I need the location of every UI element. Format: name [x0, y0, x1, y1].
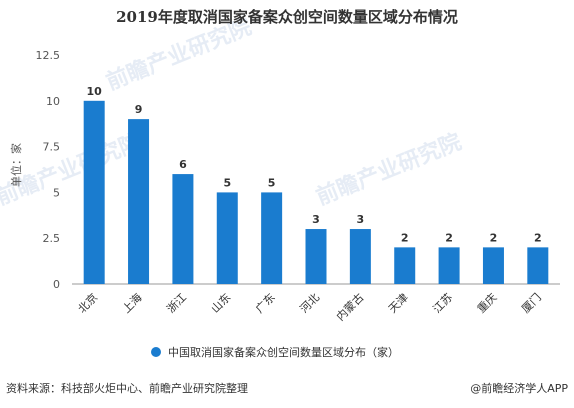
y-axis-ticks: 0 2.5 5 7.5 10 12.5: [36, 49, 61, 291]
bar: [172, 174, 194, 284]
legend-marker: [151, 347, 161, 357]
app-credit: @前瞻经济学人APP: [470, 381, 568, 395]
bar: [349, 229, 371, 284]
bar: [482, 247, 504, 284]
data-label: 2: [534, 231, 542, 244]
bar: [305, 229, 327, 284]
data-label: 2: [401, 231, 409, 244]
x-tick-label: 北京: [75, 290, 100, 315]
bar: [261, 192, 283, 284]
x-tick-label: 内蒙古: [333, 290, 366, 323]
y-tick-label: 5: [53, 186, 60, 199]
legend: 中国取消国家备案众创空间数量区域分布（家）: [151, 345, 399, 359]
y-tick-label: 12.5: [36, 49, 61, 62]
x-axis-ticks: 北京 上海 浙江 山东 广东 河北 内蒙古 天津 江苏 重庆 厦门: [75, 290, 544, 323]
data-label: 5: [268, 176, 276, 189]
watermark-text-2: 前瞻产业研究院: [313, 129, 466, 211]
bar: [394, 247, 416, 284]
x-tick-label: 上海: [119, 290, 144, 315]
y-tick-label: 2.5: [43, 232, 61, 245]
legend-label: 中国取消国家备案众创空间数量区域分布（家）: [168, 345, 399, 359]
data-label: 6: [179, 158, 187, 171]
x-tick-label: 河北: [297, 291, 322, 316]
bar: [527, 247, 549, 284]
bar: [438, 247, 460, 284]
watermark: 前瞻产业研究院 前瞻产业研究院 前瞻产业研究院: [0, 14, 465, 211]
y-tick-label: 10: [46, 95, 60, 108]
y-tick-label: 7.5: [43, 141, 61, 154]
data-label: 2: [490, 231, 498, 244]
x-tick-label: 厦门: [518, 290, 543, 315]
bar: [216, 192, 238, 284]
watermark-text-1: 前瞻产业研究院: [103, 14, 256, 96]
x-tick-label: 重庆: [474, 290, 499, 315]
x-tick-label: 山东: [209, 291, 234, 316]
data-label: 10: [87, 85, 103, 98]
bar: [128, 119, 150, 285]
data-label: 9: [135, 103, 143, 116]
x-tick-label: 天津: [386, 291, 411, 316]
data-label: 2: [445, 231, 453, 244]
bars-group: [83, 100, 549, 285]
chart-title: 2019年度取消国家备案众创空间数量区域分布情况: [116, 8, 458, 26]
x-tick-label: 江苏: [430, 291, 455, 316]
x-tick-label: 浙江: [164, 291, 189, 316]
data-label: 5: [223, 176, 231, 189]
data-labels-group: 10 9 6 5 5 3 3 2 2 2 2: [87, 85, 542, 245]
source-note: 资料来源：科技部火炬中心、前瞻产业研究院整理: [6, 381, 248, 395]
x-tick-label: 广东: [253, 291, 278, 316]
y-tick-label: 0: [53, 278, 60, 291]
data-label: 3: [357, 213, 365, 226]
bar: [83, 100, 105, 284]
data-label: 3: [312, 213, 320, 226]
y-axis-label: 单位：家: [9, 143, 23, 187]
